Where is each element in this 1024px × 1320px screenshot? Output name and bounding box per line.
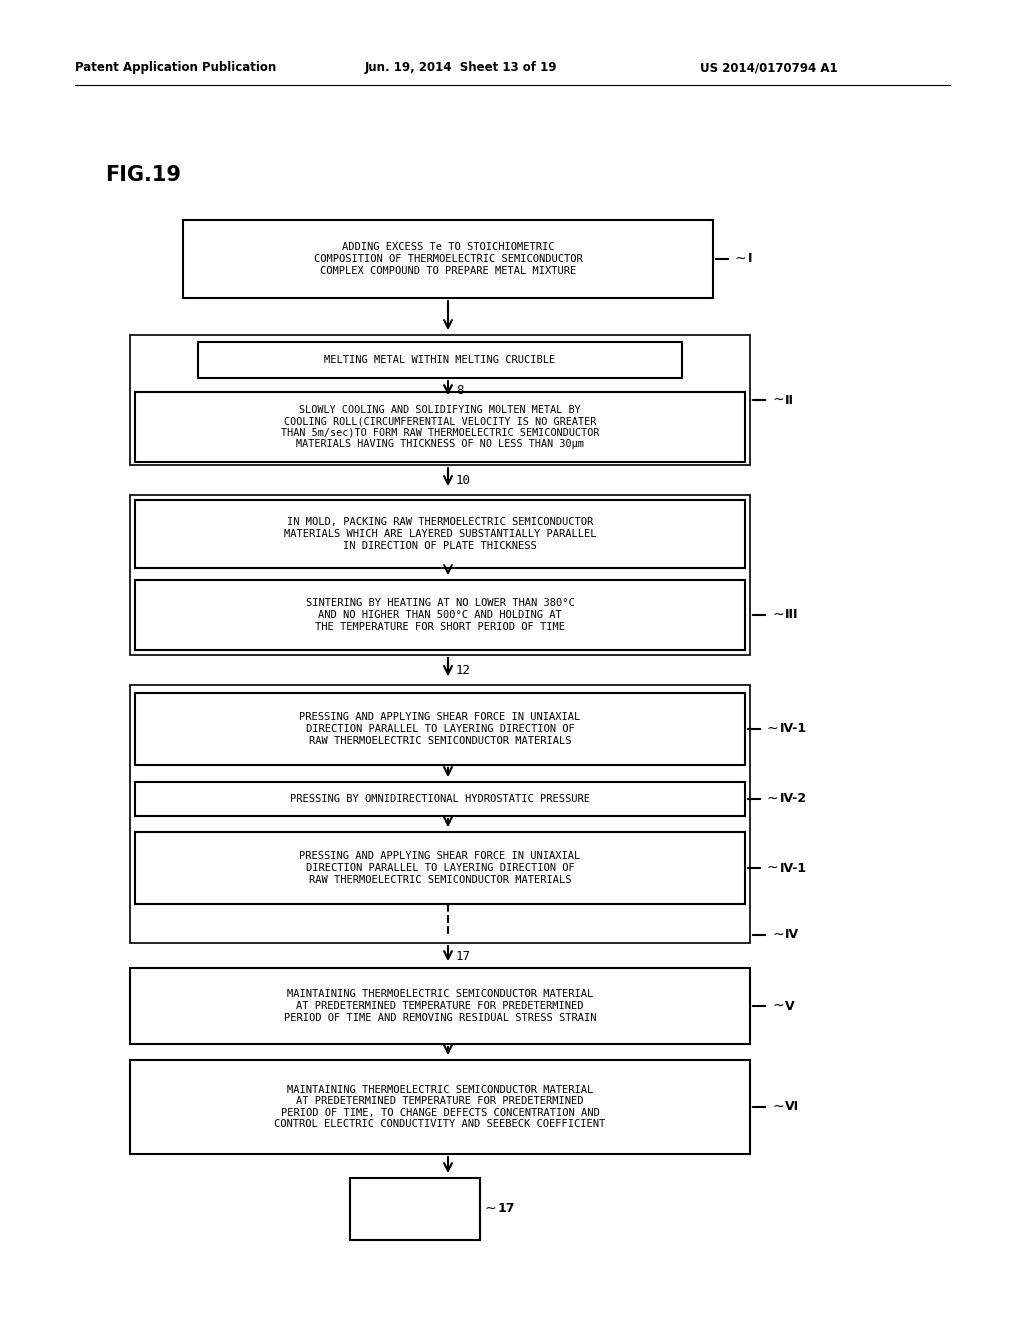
Text: IV: IV (785, 928, 799, 941)
Text: US 2014/0170794 A1: US 2014/0170794 A1 (700, 62, 838, 74)
Bar (135, 832, 745, 904)
Text: ~: ~ (772, 393, 783, 407)
Text: VI: VI (785, 1101, 799, 1114)
Bar (135, 500, 745, 568)
Bar (130, 335, 750, 465)
Text: I: I (748, 252, 753, 265)
Bar (130, 1060, 750, 1154)
Text: PRESSING AND APPLYING SHEAR FORCE IN UNIAXIAL
DIRECTION PARALLEL TO LAYERING DIR: PRESSING AND APPLYING SHEAR FORCE IN UNI… (299, 713, 581, 746)
Bar (183, 220, 713, 298)
Text: MAINTAINING THERMOELECTRIC SEMICONDUCTOR MATERIAL
AT PREDETERMINED TEMPERATURE F: MAINTAINING THERMOELECTRIC SEMICONDUCTOR… (284, 990, 596, 1023)
Text: SLOWLY COOLING AND SOLIDIFYING MOLTEN METAL BY
COOLING ROLL(CIRCUMFERENTIAL VELO: SLOWLY COOLING AND SOLIDIFYING MOLTEN ME… (281, 405, 599, 449)
Text: ~: ~ (772, 609, 783, 622)
Bar (135, 579, 745, 649)
Bar (130, 685, 750, 942)
Text: 17: 17 (456, 949, 471, 962)
Bar (135, 781, 745, 816)
Text: 17: 17 (498, 1203, 515, 1216)
Text: ADDING EXCESS Te TO STOICHIOMETRIC
COMPOSITION OF THERMOELECTRIC SEMICONDUCTOR
C: ADDING EXCESS Te TO STOICHIOMETRIC COMPO… (313, 243, 583, 276)
Text: SINTERING BY HEATING AT NO LOWER THAN 380°C
AND NO HIGHER THAN 500°C AND HOLDING: SINTERING BY HEATING AT NO LOWER THAN 38… (305, 598, 574, 631)
Text: ~: ~ (767, 792, 778, 807)
Text: PRESSING BY OMNIDIRECTIONAL HYDROSTATIC PRESSURE: PRESSING BY OMNIDIRECTIONAL HYDROSTATIC … (290, 795, 590, 804)
Text: IV-2: IV-2 (780, 792, 807, 805)
Text: ~: ~ (767, 722, 778, 737)
Text: ~: ~ (772, 999, 783, 1012)
Text: IN MOLD, PACKING RAW THERMOELECTRIC SEMICONDUCTOR
MATERIALS WHICH ARE LAYERED SU: IN MOLD, PACKING RAW THERMOELECTRIC SEMI… (284, 517, 596, 550)
Bar (130, 968, 750, 1044)
Bar (130, 495, 750, 655)
Bar (198, 342, 682, 378)
Bar (135, 693, 745, 766)
Text: IV-1: IV-1 (780, 722, 807, 735)
Text: ~: ~ (772, 1100, 783, 1114)
Bar (135, 392, 745, 462)
Text: ~: ~ (735, 252, 746, 267)
Text: IV-1: IV-1 (780, 862, 807, 874)
Text: ~: ~ (772, 928, 783, 942)
Bar (350, 1177, 480, 1239)
Text: FIG.19: FIG.19 (105, 165, 181, 185)
Text: Patent Application Publication: Patent Application Publication (75, 62, 276, 74)
Text: PRESSING AND APPLYING SHEAR FORCE IN UNIAXIAL
DIRECTION PARALLEL TO LAYERING DIR: PRESSING AND APPLYING SHEAR FORCE IN UNI… (299, 851, 581, 884)
Text: 8: 8 (456, 384, 464, 396)
Text: ~: ~ (485, 1203, 497, 1216)
Text: 12: 12 (456, 664, 471, 677)
Text: MELTING METAL WITHIN MELTING CRUCIBLE: MELTING METAL WITHIN MELTING CRUCIBLE (325, 355, 556, 366)
Text: Jun. 19, 2014  Sheet 13 of 19: Jun. 19, 2014 Sheet 13 of 19 (365, 62, 557, 74)
Text: ~: ~ (767, 861, 778, 875)
Text: 10: 10 (456, 474, 471, 487)
Text: MAINTAINING THERMOELECTRIC SEMICONDUCTOR MATERIAL
AT PREDETERMINED TEMPERATURE F: MAINTAINING THERMOELECTRIC SEMICONDUCTOR… (274, 1085, 605, 1130)
Text: II: II (785, 393, 794, 407)
Text: III: III (785, 609, 799, 622)
Text: V: V (785, 999, 795, 1012)
